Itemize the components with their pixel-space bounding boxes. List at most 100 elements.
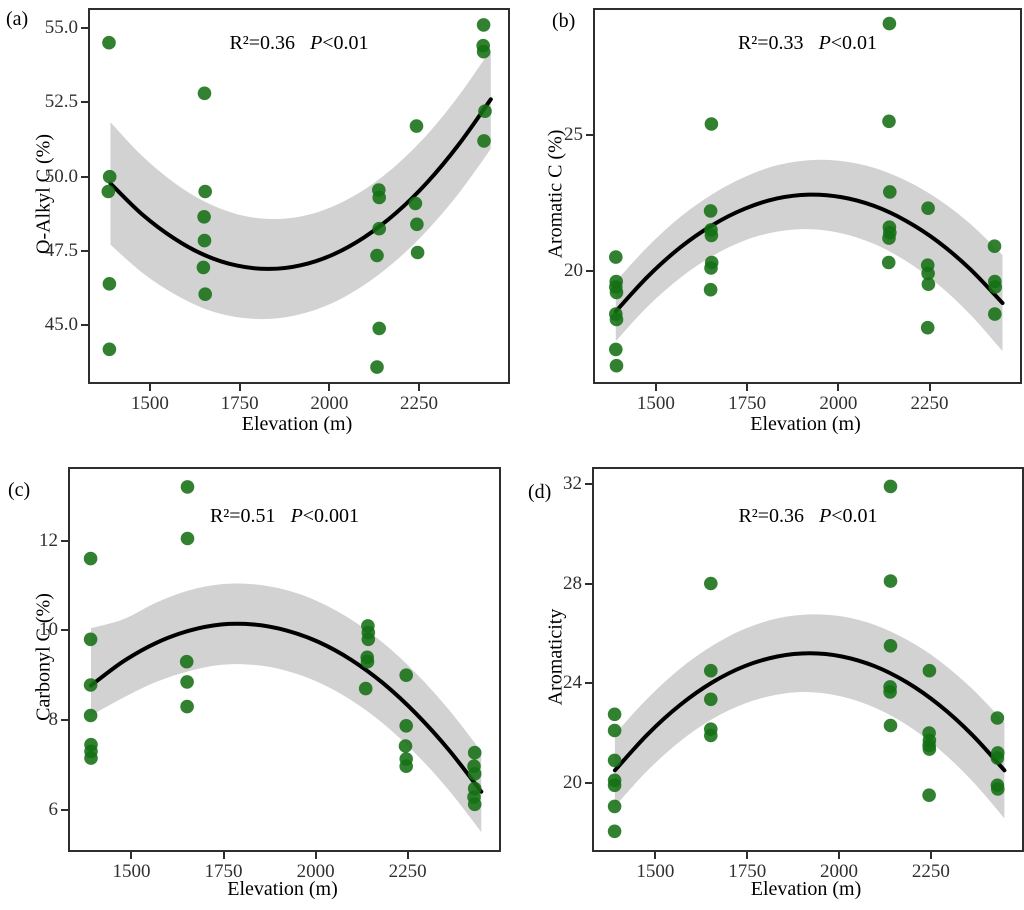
y-tick-mark	[585, 482, 592, 485]
y-tick-label: 24	[563, 672, 582, 694]
fit-line	[89, 621, 484, 794]
x-tick-mark	[222, 852, 225, 859]
data-point	[882, 16, 897, 31]
y-tick-mark	[61, 629, 68, 632]
data-point	[988, 280, 1002, 294]
r-squared-value: R²=0.36	[738, 505, 805, 527]
p-symbol: P	[819, 505, 832, 527]
x-tick-label: 1750	[204, 861, 243, 882]
data-point	[704, 117, 719, 131]
data-point	[102, 277, 117, 291]
data-point	[991, 782, 1005, 796]
data-point	[83, 708, 98, 723]
stats-annotation: R²=0.36 P<0.01	[229, 32, 368, 55]
data-point	[478, 104, 492, 118]
data-point	[360, 654, 375, 669]
data-point	[609, 250, 623, 264]
plot-area: R²=0.36 P<0.01 1500 1750 2000 2250 45.0 47.5 5…	[45, 8, 510, 414]
stats-annotation: R²=0.33 P<0.01	[738, 32, 877, 55]
y-tick-mark	[81, 175, 88, 178]
data-point	[609, 312, 624, 327]
p-value: P<0.01	[819, 32, 878, 55]
y-tick-label: 6	[48, 798, 59, 820]
data-point	[988, 307, 1002, 321]
y-axis-title: Aromatic C (%)	[544, 129, 567, 259]
data-point	[607, 723, 622, 738]
data-point	[607, 824, 622, 839]
x-axis-title: Elevation (m)	[227, 878, 338, 900]
p-value: P<0.01	[310, 32, 369, 55]
chart-canvas	[83, 480, 484, 833]
y-tick-mark	[586, 133, 593, 136]
plot-area: R²=0.33 P<0.01 1500 1750 2000 2250 20 25	[564, 8, 1022, 414]
data-point	[704, 228, 719, 243]
x-tick-label: 2250	[400, 393, 439, 414]
p-symbol: P	[818, 32, 831, 54]
x-axis-title: Elevation (m)	[750, 413, 861, 435]
panel-d: (d) Aromaticity R²=0.36 P<0.01 1500 1750 2…	[512, 455, 1024, 910]
data-point	[609, 342, 623, 357]
y-tick-label: 32	[563, 472, 582, 494]
y-tick-label: 28	[563, 572, 582, 594]
x-axis-title: Elevation (m)	[241, 413, 353, 435]
y-tick-mark	[586, 269, 593, 272]
data-point	[607, 753, 622, 768]
x-tick-label: 2000	[820, 861, 859, 882]
confidence-band	[614, 614, 1005, 819]
data-point	[990, 711, 1005, 725]
x-tick-label: 2000	[296, 861, 335, 882]
data-point	[358, 681, 373, 696]
data-point	[372, 190, 387, 205]
data-point	[370, 360, 384, 374]
y-tick-mark	[61, 539, 68, 542]
x-tick-mark	[238, 384, 241, 391]
data-point	[703, 282, 718, 297]
x-tick-mark	[418, 384, 421, 391]
data-point	[180, 675, 194, 689]
chart-canvas	[101, 18, 493, 374]
y-tick-label: 55.0	[44, 16, 78, 38]
x-tick-mark	[838, 852, 841, 859]
data-point	[882, 114, 896, 129]
data-point	[477, 134, 491, 148]
data-point	[197, 233, 212, 248]
data-point	[399, 759, 414, 773]
data-point	[179, 654, 194, 669]
data-point	[361, 632, 376, 647]
data-point	[704, 576, 718, 591]
y-axis-title: O-Alkyl C (%)	[32, 134, 55, 254]
data-point	[704, 261, 718, 275]
p-threshold: <0.001	[302, 505, 360, 527]
y-tick-mark	[81, 101, 88, 104]
data-point	[609, 285, 624, 300]
x-tick-label: 2000	[819, 393, 858, 414]
x-tick-mark	[928, 384, 931, 391]
p-symbol: P	[290, 505, 303, 527]
y-tick-label: 50.0	[44, 165, 78, 187]
data-point	[987, 239, 1002, 253]
data-point	[922, 663, 937, 678]
data-point	[372, 321, 387, 336]
x-tick-label: 2250	[911, 861, 950, 882]
x-tick-label: 1750	[728, 393, 767, 414]
p-symbol: P	[310, 32, 323, 54]
x-tick-mark	[130, 852, 133, 859]
x-tick-label: 1750	[728, 861, 767, 882]
data-point	[883, 185, 897, 199]
data-point	[399, 668, 414, 682]
data-point	[101, 184, 116, 199]
y-tick-mark	[81, 324, 88, 327]
data-point	[408, 196, 423, 211]
data-point	[467, 797, 482, 812]
data-point	[180, 480, 195, 494]
y-tick-label: 52.5	[44, 91, 78, 113]
data-point	[83, 632, 98, 647]
x-tick-label: 1500	[112, 861, 151, 882]
x-axis-title: Elevation (m)	[750, 878, 862, 900]
data-point	[607, 778, 622, 793]
x-tick-label: 1500	[636, 393, 675, 414]
data-point	[197, 210, 211, 224]
r-squared-value: R²=0.33	[737, 32, 804, 54]
y-tick-label: 20	[564, 259, 583, 281]
